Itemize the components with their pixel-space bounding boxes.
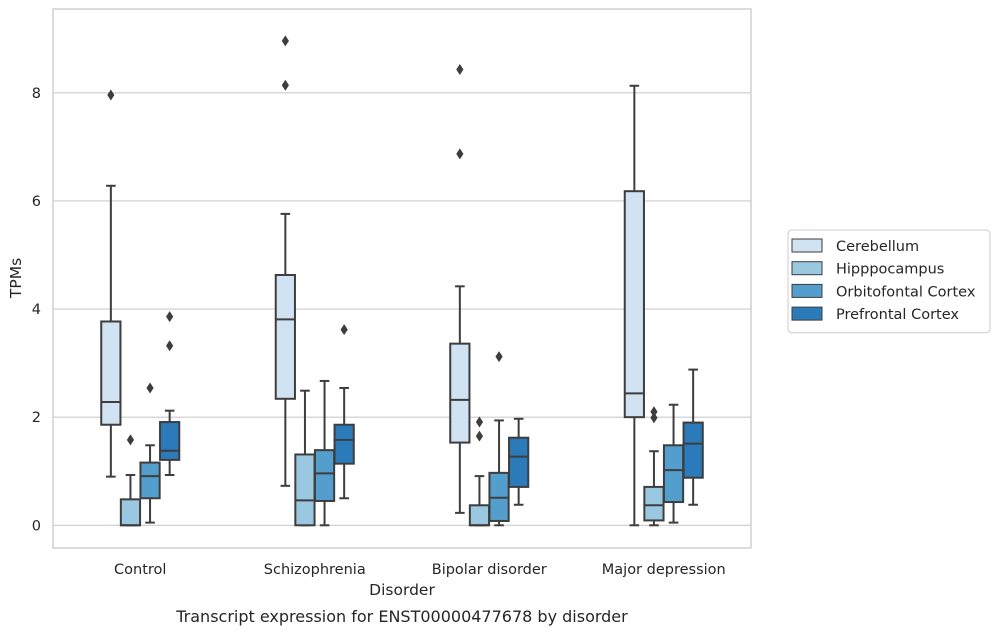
box-group (294, 389, 316, 527)
y-axis-title: TPMs (7, 258, 25, 299)
x-tick-label: Control (114, 562, 166, 578)
box (100, 320, 122, 426)
box-group (643, 406, 665, 527)
outlier-point (495, 351, 503, 363)
box-group (274, 35, 296, 487)
outlier-point (166, 340, 174, 352)
outlier-point (126, 434, 135, 446)
y-tick-label: 6 (32, 194, 41, 210)
box (313, 449, 336, 502)
legend-swatch (791, 261, 823, 276)
x-tick-label: Bipolar disorder (432, 562, 547, 578)
box-group (488, 351, 510, 527)
y-tick-label: 2 (32, 410, 41, 426)
legend-box (787, 229, 991, 334)
box-group (159, 311, 181, 477)
outlier-point (146, 382, 154, 394)
box (643, 485, 665, 522)
box-group (100, 89, 122, 478)
outlier-point (107, 89, 115, 101)
legend-label: Orbitofontal Cortex (836, 284, 976, 300)
outlier-point (475, 416, 484, 428)
box (682, 421, 704, 479)
box (159, 421, 181, 461)
box (508, 436, 530, 488)
y-tick-label: 0 (32, 518, 41, 534)
box-group (139, 382, 161, 524)
legend-label: Hipppocampus (836, 262, 944, 278)
outlier-point (281, 79, 289, 91)
plot-frame (52, 8, 752, 549)
box (294, 453, 316, 527)
box-group (449, 64, 471, 514)
y-tick-label: 8 (32, 86, 41, 102)
box-group (508, 417, 530, 506)
x-tick-labels: Control Schizophrenia Bipolar disorder Majo… (114, 562, 726, 578)
box-group (119, 434, 142, 527)
marks-layer (100, 35, 704, 527)
box-group (682, 368, 704, 506)
box (333, 423, 355, 465)
outlier-point (650, 412, 658, 424)
box (119, 498, 142, 527)
outlier-point (166, 311, 174, 323)
outlier-point (475, 430, 484, 442)
box-group (313, 379, 336, 527)
outlier-point (340, 324, 348, 336)
x-axis-title: Disorder (369, 581, 435, 599)
box (139, 461, 161, 500)
outlier-point (456, 64, 464, 76)
grid-layer (53, 92, 751, 526)
y-tick-label: 4 (32, 302, 41, 318)
box-group (623, 84, 645, 527)
x-tick-label: Schizophrenia (264, 562, 366, 578)
box (468, 504, 491, 527)
box-group (333, 324, 355, 500)
y-tick-labels: 0 2 4 6 8 (32, 86, 41, 534)
x-tick-label: Major depression (602, 562, 726, 578)
box (662, 444, 685, 504)
box (274, 273, 296, 400)
outlier-point (650, 406, 658, 418)
legend-label: Prefrontal Cortex (836, 307, 959, 323)
legend-swatch (791, 283, 823, 298)
chart-caption: Transcript expression for ENST0000047767… (175, 607, 628, 626)
legend-swatch (791, 238, 823, 253)
legend-swatch (791, 306, 823, 321)
box (449, 342, 471, 444)
box (623, 190, 645, 419)
outlier-point (281, 35, 289, 47)
legend: Cerebellum Hipppocampus Orbitofontal Corte… (787, 229, 991, 334)
box-group (662, 403, 685, 524)
box-group (468, 416, 491, 527)
outlier-point (456, 148, 464, 160)
legend-label: Cerebellum (836, 239, 919, 255)
